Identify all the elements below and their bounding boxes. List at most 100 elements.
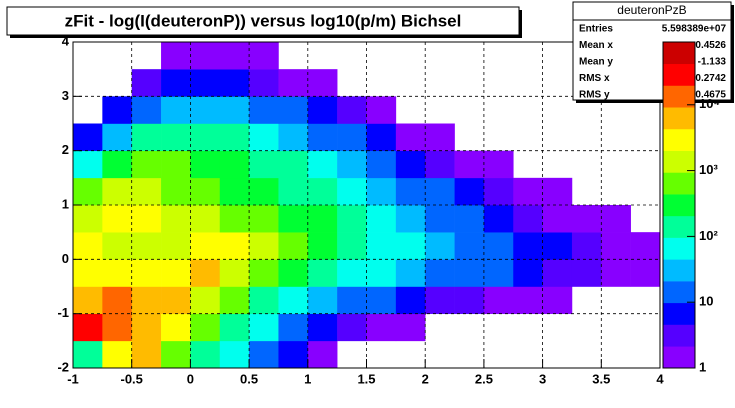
- x-tick-label: 1: [304, 371, 311, 386]
- cell: [132, 42, 162, 69]
- cell: [131, 340, 162, 369]
- cell: [102, 313, 132, 342]
- cell: [190, 340, 221, 369]
- stats-frame: [572, 1, 732, 101]
- cell: [513, 177, 543, 206]
- cell: [219, 259, 250, 287]
- cell: [454, 177, 485, 206]
- cell: [366, 177, 397, 206]
- x-tick-label: 2.5: [475, 371, 493, 386]
- cell: [131, 96, 162, 124]
- x-tick-label: 0.5: [240, 371, 258, 386]
- cell: [425, 150, 455, 179]
- cell: [425, 341, 455, 368]
- z-tick-label: 10: [699, 294, 713, 309]
- cell: [73, 42, 103, 69]
- cell: [395, 150, 426, 179]
- cell: [367, 42, 397, 69]
- cell: [131, 123, 162, 151]
- cells: [73, 42, 661, 369]
- stats-value: 0.4675: [695, 90, 726, 101]
- cell: [542, 259, 573, 287]
- cell: [630, 232, 661, 260]
- z-tick-label: 10³: [699, 162, 718, 177]
- cell: [73, 313, 103, 342]
- palette-step: [663, 42, 695, 65]
- cell: [455, 69, 485, 96]
- cell: [249, 69, 279, 97]
- cell: [631, 287, 661, 314]
- y-tick-label: 2: [62, 142, 69, 157]
- cell: [219, 123, 250, 151]
- cell: [278, 232, 309, 260]
- cell: [631, 205, 661, 232]
- cell: [337, 177, 367, 206]
- cell: [483, 205, 514, 233]
- cell: [601, 178, 631, 205]
- cell: [73, 123, 103, 151]
- palette-step: [663, 302, 695, 325]
- palette-step: [663, 215, 695, 238]
- cell: [190, 177, 221, 206]
- cell: [278, 205, 309, 233]
- cell: [337, 69, 367, 96]
- cell: [161, 313, 191, 342]
- cell: [630, 259, 661, 287]
- cell: [543, 96, 573, 123]
- cell: [513, 42, 543, 69]
- cell: [219, 96, 250, 124]
- cell: [571, 232, 602, 260]
- cell: [425, 232, 455, 260]
- cell: [572, 314, 602, 341]
- stats-value: -1.133: [698, 57, 727, 68]
- cell: [190, 150, 221, 179]
- cell: [572, 124, 602, 151]
- cell: [513, 96, 543, 123]
- cell: [190, 96, 221, 124]
- cell: [483, 259, 514, 287]
- stats-title: deuteronPzB: [617, 3, 686, 17]
- cell: [483, 150, 514, 179]
- cell: [102, 123, 132, 151]
- cell: [307, 177, 338, 206]
- cell: [425, 314, 455, 341]
- palette-step: [663, 128, 695, 151]
- palette-step: [663, 107, 695, 130]
- cell: [249, 286, 279, 314]
- cell: [337, 341, 367, 368]
- cell: [131, 150, 162, 179]
- cell: [308, 42, 338, 69]
- cell: [366, 96, 397, 124]
- cell: [219, 340, 250, 369]
- cell: [73, 205, 103, 233]
- cell: [219, 205, 250, 233]
- cell: [278, 313, 309, 342]
- cell: [73, 96, 103, 123]
- cell: [307, 232, 338, 260]
- cell: [278, 340, 309, 369]
- cell: [249, 96, 279, 124]
- cell: [219, 150, 250, 179]
- cell: [601, 259, 631, 287]
- stats-label: Mean y: [579, 57, 613, 68]
- cell: [572, 151, 602, 178]
- cell: [366, 286, 397, 314]
- cell: [484, 96, 514, 123]
- cell: [161, 340, 191, 369]
- cell: [190, 205, 221, 233]
- stats-value: -0.4526: [692, 40, 726, 51]
- cell: [190, 69, 221, 97]
- cell: [454, 150, 485, 179]
- palette-step: [663, 63, 695, 86]
- cell: [278, 286, 309, 314]
- cell: [601, 205, 631, 233]
- cell: [161, 205, 191, 233]
- cell: [102, 259, 132, 287]
- cell: [571, 259, 602, 287]
- cell: [601, 124, 631, 151]
- palette-step: [663, 237, 695, 260]
- cell: [278, 177, 309, 206]
- cell: [219, 232, 250, 260]
- cell: [513, 314, 543, 341]
- cell: [337, 232, 367, 260]
